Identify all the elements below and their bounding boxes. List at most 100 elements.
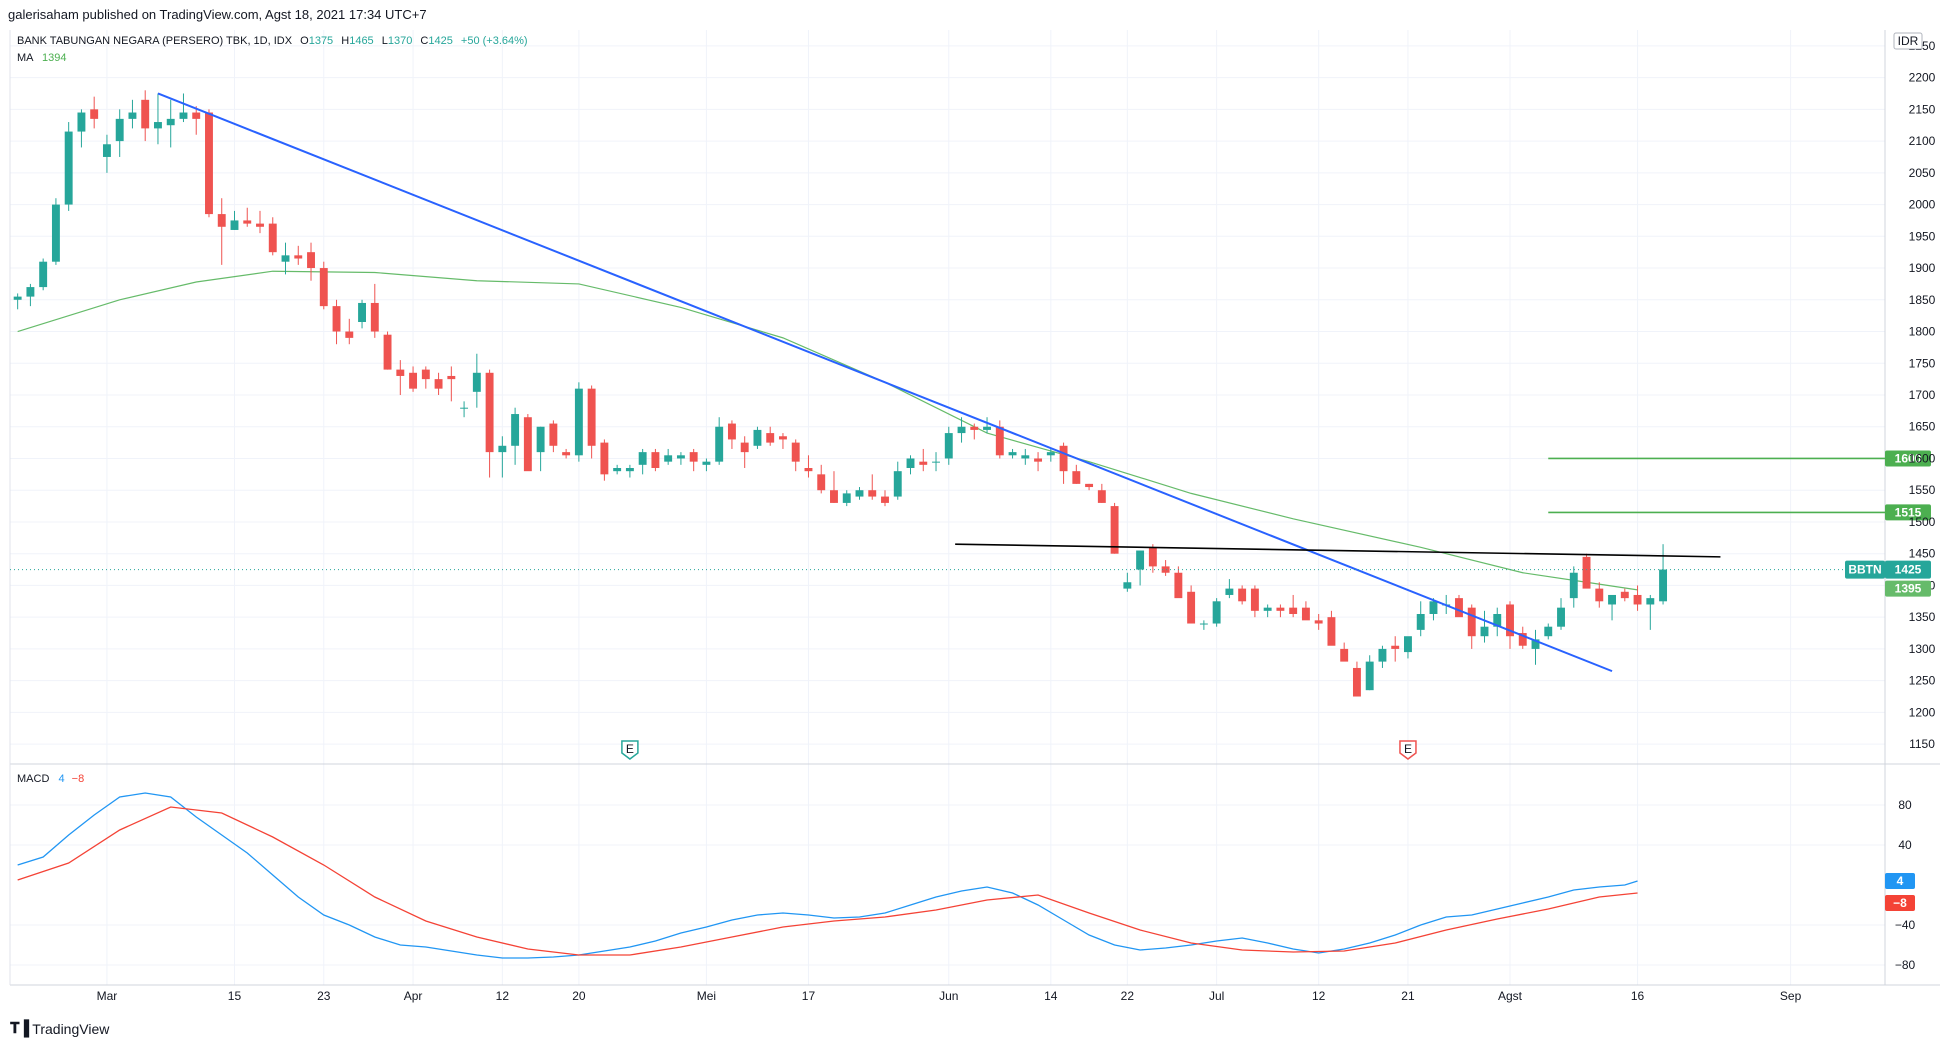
target-level-label: 1600 — [1895, 451, 1922, 465]
time-tick-label: Jul — [1209, 989, 1224, 1003]
high-value: 1465 — [349, 35, 374, 47]
candle-body — [217, 214, 226, 227]
candle-body — [1034, 458, 1043, 462]
candle-body — [664, 455, 673, 462]
time-tick-label: Sep — [1780, 989, 1802, 1003]
candle-body — [141, 99, 150, 129]
candle-body — [1148, 547, 1157, 567]
candle-body — [26, 287, 35, 297]
grid — [10, 30, 1885, 985]
macd-tick-label: −80 — [1895, 958, 1916, 972]
price-tick-label: 1200 — [1909, 705, 1936, 719]
candle-body — [256, 223, 264, 227]
candle-body — [536, 426, 545, 453]
candle-body — [983, 426, 991, 430]
time-tick-label: 16 — [1631, 989, 1645, 1003]
last-price-badge — [1885, 560, 1931, 579]
price-tick-label: 1250 — [1909, 674, 1936, 688]
candle-body — [523, 417, 532, 472]
candle-body — [1301, 607, 1310, 621]
price-tick-label: 2100 — [1909, 134, 1936, 148]
brand-name: TradingView — [32, 1020, 110, 1037]
candle-body — [1633, 594, 1642, 605]
candle-body — [804, 468, 813, 472]
time-tick-label: 14 — [1044, 989, 1058, 1003]
candle-body — [472, 372, 481, 392]
candle-body — [115, 118, 124, 142]
candle-body — [1110, 506, 1119, 554]
earnings-icon — [621, 740, 639, 760]
downtrend-line — [157, 92, 1613, 673]
candle-body — [1161, 566, 1170, 573]
change-value: +50 (+3.64%) — [460, 35, 528, 47]
currency-box — [1893, 32, 1923, 50]
candle-body — [830, 490, 838, 503]
time-tick-label: Agst — [1498, 989, 1523, 1003]
candle-body — [1250, 588, 1259, 611]
price-tick-label: 1800 — [1909, 325, 1936, 339]
symbol-name: BANK TABUNGAN NEGARA (PERSERO) TBK, 1D, … — [17, 35, 293, 47]
time-tick-label: Apr — [404, 989, 423, 1003]
candle-body — [1314, 620, 1323, 624]
candle-body — [689, 452, 698, 462]
candle-body — [600, 442, 609, 475]
candle-body — [766, 433, 775, 443]
signal-line — [17, 806, 1638, 956]
candle-body — [855, 490, 864, 497]
candle-body — [421, 369, 430, 380]
earnings-label: E — [626, 742, 634, 756]
candle-body — [179, 112, 188, 119]
macd-line — [17, 792, 1638, 959]
candle-body — [1429, 601, 1438, 614]
candle-body — [1021, 455, 1030, 459]
candle-body — [332, 306, 341, 332]
macd-legend: MACD 4 −8 — [17, 773, 84, 785]
candle-body — [166, 118, 175, 126]
price-tick-label: 1300 — [1909, 642, 1936, 656]
candle-body — [562, 452, 571, 456]
tradingview-brand[interactable]: 𝐓▐ TradingView — [10, 1020, 109, 1037]
candles — [13, 90, 1668, 697]
candle-body — [281, 255, 290, 262]
candle-body — [1544, 626, 1553, 637]
candle-body — [345, 331, 354, 338]
candle-body — [102, 144, 111, 157]
price-tick-label: 1650 — [1909, 420, 1936, 434]
time-tick-label: Mei — [697, 989, 716, 1003]
time-tick-label: 22 — [1121, 989, 1135, 1003]
candle-body — [919, 461, 928, 465]
candle-body — [1072, 471, 1081, 484]
candle-body — [1008, 452, 1017, 456]
price-tick-label: 1150 — [1909, 737, 1935, 751]
candle-body — [1404, 636, 1412, 653]
candle-body — [268, 223, 277, 253]
candle-body — [1391, 645, 1400, 649]
candle-body — [702, 461, 711, 465]
price-tick-label: 1950 — [1909, 229, 1936, 243]
low-label: L — [381, 35, 388, 47]
publisher-line: galerisaham published on TradingView.com… — [8, 7, 427, 22]
candle-body — [358, 302, 366, 322]
candle-body — [1174, 572, 1183, 599]
candle-body — [319, 268, 328, 307]
candle-body — [230, 220, 239, 230]
candle-body — [1327, 617, 1336, 646]
signal-badge — [1885, 895, 1915, 911]
time-tick-label: 17 — [802, 989, 816, 1003]
candle-body — [77, 112, 86, 132]
candle-body — [370, 302, 379, 332]
candle-body — [154, 122, 162, 129]
candle-body — [90, 109, 99, 119]
candle-body — [868, 490, 877, 497]
open-label: O — [300, 35, 309, 47]
candle-body — [1518, 633, 1527, 646]
symbol-badge-label: BBTN — [1848, 563, 1881, 577]
price-tick-label: 2200 — [1909, 71, 1936, 85]
currency-label: IDR — [1898, 34, 1919, 48]
price-tick-label: 1450 — [1909, 547, 1936, 561]
candle-body — [893, 471, 902, 497]
candle-body — [1569, 572, 1578, 599]
open-value: 1375 — [308, 35, 334, 47]
candle-body — [1046, 452, 1055, 456]
